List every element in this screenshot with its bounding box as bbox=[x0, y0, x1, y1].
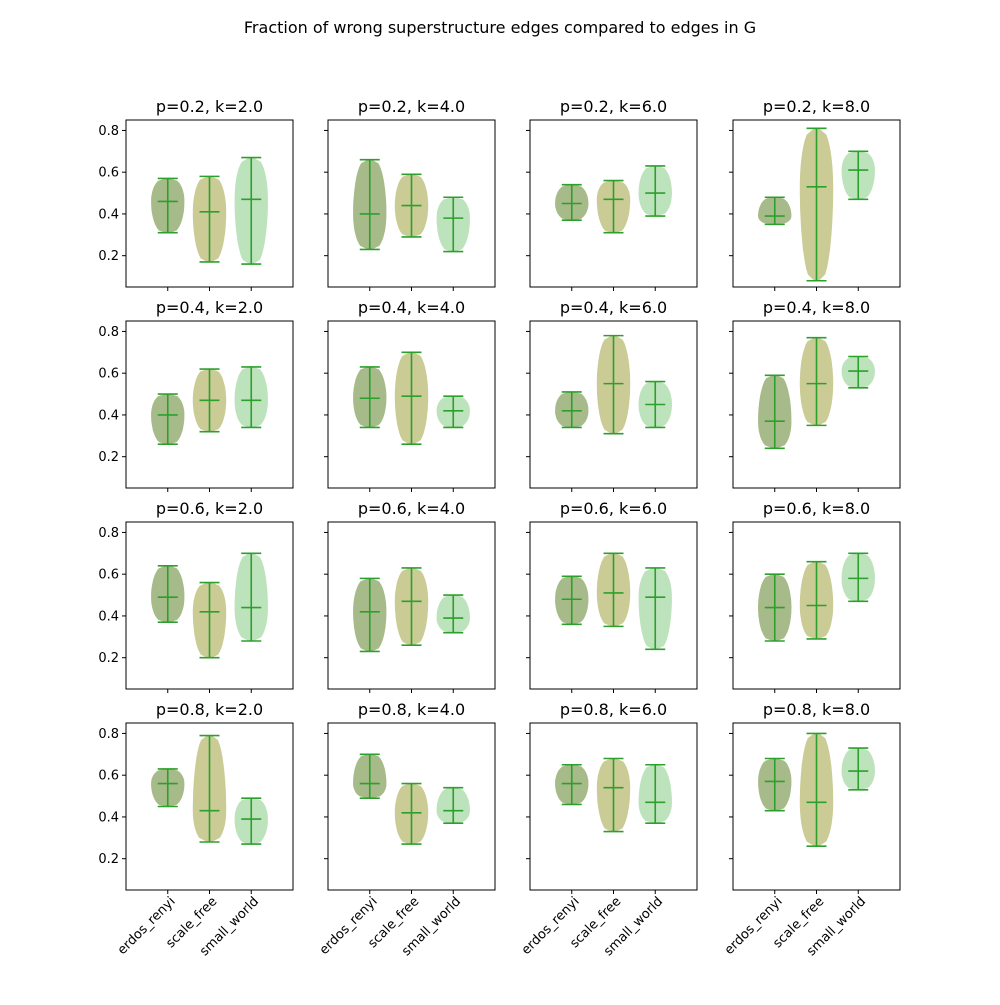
panel-title: p=0.2, k=4.0 bbox=[358, 97, 465, 116]
panel-title: p=0.8, k=4.0 bbox=[358, 700, 465, 719]
y-tick-label: 0.2 bbox=[98, 852, 119, 867]
figure-title: Fraction of wrong superstructure edges c… bbox=[243, 18, 757, 37]
panel-title: p=0.2, k=2.0 bbox=[156, 97, 263, 116]
panel-title: p=0.8, k=8.0 bbox=[763, 700, 870, 719]
y-tick-label: 0.4 bbox=[98, 810, 119, 825]
y-tick-label: 0.4 bbox=[98, 609, 119, 624]
panel-title: p=0.6, k=2.0 bbox=[156, 499, 263, 518]
y-tick-label: 0.8 bbox=[98, 325, 119, 340]
y-tick-label: 0.2 bbox=[98, 651, 119, 666]
y-tick-label: 0.6 bbox=[98, 568, 119, 583]
y-tick-label: 0.6 bbox=[98, 166, 119, 181]
x-tick-label: erdos_renyi bbox=[722, 894, 786, 958]
panel-title: p=0.2, k=6.0 bbox=[560, 97, 667, 116]
panel-title: p=0.8, k=6.0 bbox=[560, 700, 667, 719]
y-tick-label: 0.2 bbox=[98, 249, 119, 264]
panel-title: p=0.4, k=2.0 bbox=[156, 298, 263, 317]
y-tick-label: 0.4 bbox=[98, 408, 119, 423]
y-tick-label: 0.4 bbox=[98, 207, 119, 222]
y-tick-label: 0.6 bbox=[98, 769, 119, 784]
panel-title: p=0.6, k=8.0 bbox=[763, 499, 870, 518]
x-tick-label: erdos_renyi bbox=[519, 894, 583, 958]
panel-title: p=0.6, k=6.0 bbox=[560, 499, 667, 518]
panel-title: p=0.8, k=2.0 bbox=[156, 700, 263, 719]
y-tick-label: 0.8 bbox=[98, 124, 119, 139]
panel-title: p=0.6, k=4.0 bbox=[358, 499, 465, 518]
x-tick-label: erdos_renyi bbox=[115, 894, 179, 958]
panel-title: p=0.4, k=4.0 bbox=[358, 298, 465, 317]
y-tick-label: 0.2 bbox=[98, 450, 119, 465]
y-tick-label: 0.8 bbox=[98, 727, 119, 742]
y-tick-label: 0.8 bbox=[98, 526, 119, 541]
panel-title: p=0.4, k=6.0 bbox=[560, 298, 667, 317]
y-tick-label: 0.6 bbox=[98, 367, 119, 382]
x-tick-label: erdos_renyi bbox=[317, 894, 381, 958]
panel-title: p=0.2, k=8.0 bbox=[763, 97, 870, 116]
panel-title: p=0.4, k=8.0 bbox=[763, 298, 870, 317]
